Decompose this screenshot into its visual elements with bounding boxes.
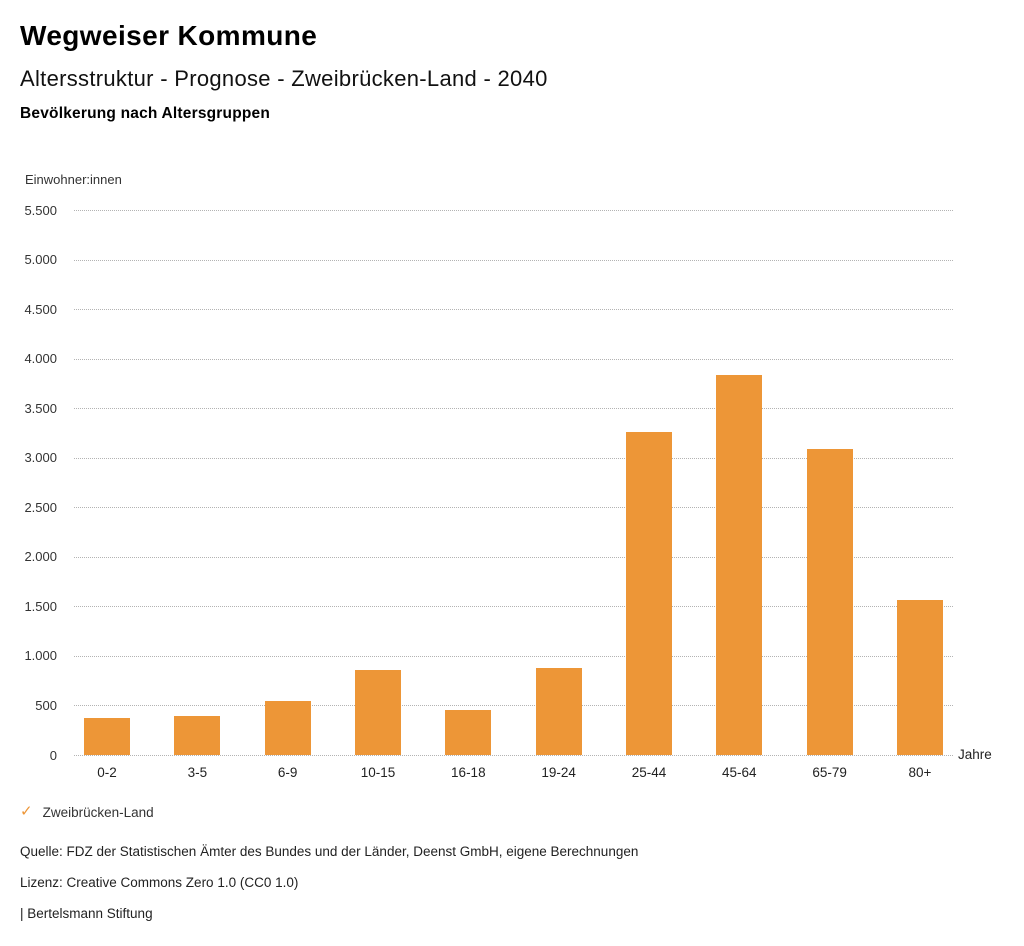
y-tick-label: 2.500 <box>24 499 57 515</box>
y-tick-label: 500 <box>35 697 57 713</box>
license-text: Lizenz: Creative Commons Zero 1.0 (CC0 1… <box>20 875 299 890</box>
legend-label: Zweibrücken-Land <box>42 804 154 820</box>
bar-25-44[interactable] <box>625 431 672 755</box>
y-tick-label: 3.500 <box>24 400 57 416</box>
y-tick-label: 3.000 <box>24 450 57 466</box>
bar-19-24[interactable] <box>535 667 582 755</box>
y-tick-label: 1.500 <box>24 598 57 614</box>
gridline <box>74 705 953 707</box>
gridline <box>74 755 953 756</box>
gridline <box>74 309 953 311</box>
x-tick-label: 80+ <box>908 765 932 780</box>
gridline <box>74 210 953 211</box>
gridline <box>74 457 953 459</box>
bar-3-5[interactable] <box>174 716 221 755</box>
x-tick-label: 45-64 <box>722 765 757 780</box>
brand-title: Wegweiser Kommune <box>20 20 318 51</box>
gridline <box>74 408 953 410</box>
chart-title: Altersstruktur - Prognose - Zweibrücken-… <box>20 66 548 91</box>
gridline <box>74 606 953 608</box>
x-tick-label: 3-5 <box>187 765 208 780</box>
y-tick-label: 5.500 <box>24 202 57 218</box>
chart-subtitle: Bevölkerung nach Altersgruppen <box>20 105 271 122</box>
y-tick-label: 5.000 <box>24 252 57 268</box>
x-axis-unit-label: Jahre <box>958 747 992 762</box>
x-tick-label: 25-44 <box>631 765 667 780</box>
bar-0-2[interactable] <box>84 718 130 755</box>
y-tick-label: 2.000 <box>24 549 57 565</box>
bar-45-64[interactable] <box>716 375 763 755</box>
x-tick-label: 16-18 <box>451 765 486 780</box>
bar-16-18[interactable] <box>445 710 492 755</box>
bar-10-15[interactable] <box>354 669 401 755</box>
check-icon: ✓ <box>20 803 33 820</box>
y-tick-label: 4.000 <box>24 351 57 367</box>
bar-65-79[interactable] <box>806 448 853 755</box>
source-text: Quelle: FDZ der Statistischen Ämter des … <box>20 844 639 859</box>
gridline <box>74 507 953 509</box>
gridline <box>74 556 953 558</box>
x-tick-label: 19-24 <box>541 765 576 780</box>
y-tick-label: 1.000 <box>24 648 57 664</box>
x-tick-label: 10-15 <box>360 765 396 780</box>
gridline <box>74 358 953 360</box>
y-tick-label: 4.500 <box>24 301 57 317</box>
legend-item-zweibruecken-land[interactable]: ✓ Zweibrücken-Land <box>20 804 154 820</box>
attribution-text: | Bertelsmann Stiftung <box>20 906 153 921</box>
bar-6-9[interactable] <box>264 701 311 755</box>
x-tick-label: 0-2 <box>97 765 117 780</box>
bar-80+[interactable] <box>896 600 943 755</box>
gridline <box>74 655 953 657</box>
x-tick-label: 6-9 <box>277 765 298 780</box>
y-axis-unit-label: Einwohner:innen <box>25 172 122 187</box>
y-tick-label: 0 <box>49 747 57 763</box>
x-tick-label: 65-79 <box>812 765 847 780</box>
gridline <box>74 259 953 261</box>
